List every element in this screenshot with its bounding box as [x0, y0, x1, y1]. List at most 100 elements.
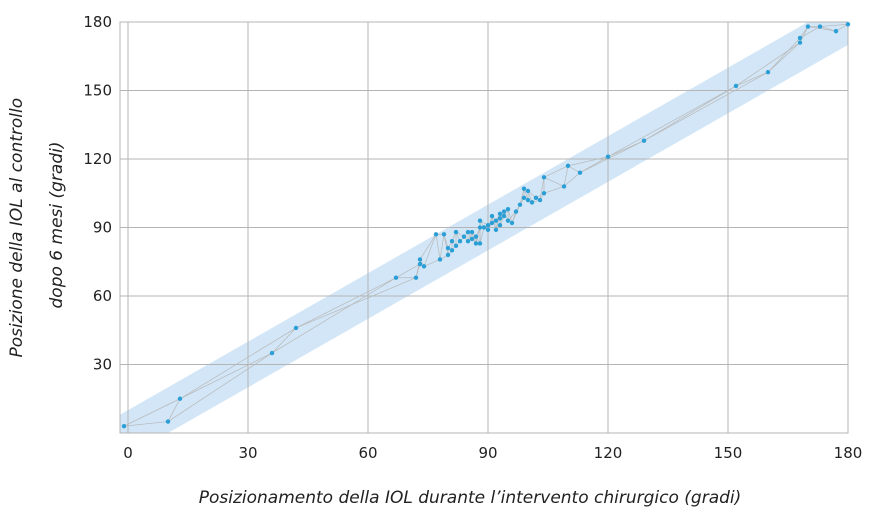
data-point [469, 236, 475, 242]
connector-line [799, 26, 809, 39]
data-point [477, 218, 483, 223]
data-point [393, 275, 399, 280]
connector-line-layer [123, 23, 849, 427]
connector-line [423, 259, 441, 267]
data-point [441, 232, 447, 237]
y-axis-label-line-1: Posizione della IOL al controllo [7, 98, 27, 358]
data-point [501, 213, 507, 219]
connector-line [179, 327, 297, 400]
data-point [733, 83, 739, 89]
connector-line [767, 37, 801, 73]
y-tick-label: 180 [83, 13, 112, 31]
data-point-layer [121, 22, 851, 429]
data-point [477, 225, 483, 230]
data-point [293, 325, 299, 331]
connector-line [643, 85, 737, 142]
y-tick-label: 150 [83, 82, 112, 100]
connector-line [479, 227, 485, 244]
connector-line [607, 85, 737, 158]
data-point [493, 218, 499, 223]
connector-line [295, 277, 397, 329]
x-axis-label: Posizionamento della IOL durante l’inter… [199, 488, 742, 508]
connector-line [179, 352, 273, 400]
y-tick-label: 60 [93, 287, 112, 305]
data-point [433, 232, 439, 237]
data-point [473, 234, 479, 239]
data-point [449, 239, 455, 244]
data-point [421, 264, 427, 269]
data-point [485, 227, 491, 232]
data-point [513, 209, 519, 214]
connector-line [607, 140, 645, 158]
data-point [457, 239, 463, 244]
y-axis-label-line-2: dopo 6 mesi (gradi) [47, 142, 67, 309]
connector-line [123, 421, 169, 427]
connector-line [819, 26, 837, 32]
data-point [765, 70, 771, 75]
connector-line [419, 234, 437, 260]
connector-line [543, 186, 565, 194]
connector-line [567, 156, 609, 167]
tick-label-layer: 0 30 60 90 120 150 180 30 60 90 120 150 180 [83, 13, 862, 462]
tolerance-band [120, 22, 848, 433]
data-point [525, 197, 531, 203]
connector-line [443, 234, 449, 249]
data-point [445, 252, 451, 258]
data-point [481, 225, 487, 230]
data-point [797, 40, 803, 45]
connector-line [579, 140, 645, 174]
data-point [473, 241, 479, 246]
data-point [453, 243, 459, 248]
data-point [541, 191, 547, 196]
connector-line [435, 234, 441, 260]
connector-line [423, 234, 437, 267]
connector-line [567, 165, 581, 174]
data-point [453, 229, 459, 235]
data-point [413, 275, 419, 280]
data-point [177, 396, 183, 401]
data-point [521, 195, 527, 201]
connector-line [799, 26, 809, 43]
y-tick-label: 120 [83, 150, 112, 168]
data-point [845, 22, 851, 27]
connector-line [439, 234, 445, 260]
connector-line [563, 172, 581, 187]
data-point [505, 218, 511, 223]
connector-line [835, 23, 849, 32]
data-point [577, 170, 583, 175]
data-point [449, 248, 455, 253]
y-axis-label: Posizione della IOL al controllo dopo 6 … [7, 92, 67, 357]
connector-line [507, 209, 513, 224]
connector-line [475, 227, 481, 244]
tolerance-band-layer [120, 22, 848, 433]
data-point [121, 423, 127, 429]
data-point [417, 261, 423, 267]
data-point [485, 223, 491, 228]
connector-line [539, 177, 545, 201]
connector-line [395, 263, 421, 279]
data-point [537, 197, 543, 203]
data-point [641, 138, 647, 143]
data-point [529, 200, 535, 205]
data-point [605, 154, 611, 159]
data-point [165, 419, 171, 424]
connector-line [295, 277, 417, 329]
data-point [489, 220, 495, 226]
data-point [497, 211, 503, 216]
data-point [833, 28, 839, 34]
connector-line [167, 398, 181, 422]
connector-line [819, 23, 849, 27]
connector-line [543, 165, 569, 178]
data-point [489, 213, 495, 219]
data-point [469, 229, 475, 235]
connector-line [563, 165, 569, 187]
data-point [525, 188, 531, 194]
connector-line [167, 352, 273, 422]
data-point [477, 241, 483, 246]
data-point [797, 35, 803, 41]
data-point [465, 239, 471, 244]
data-point [521, 186, 527, 191]
data-point [565, 163, 571, 169]
data-point [417, 257, 423, 262]
